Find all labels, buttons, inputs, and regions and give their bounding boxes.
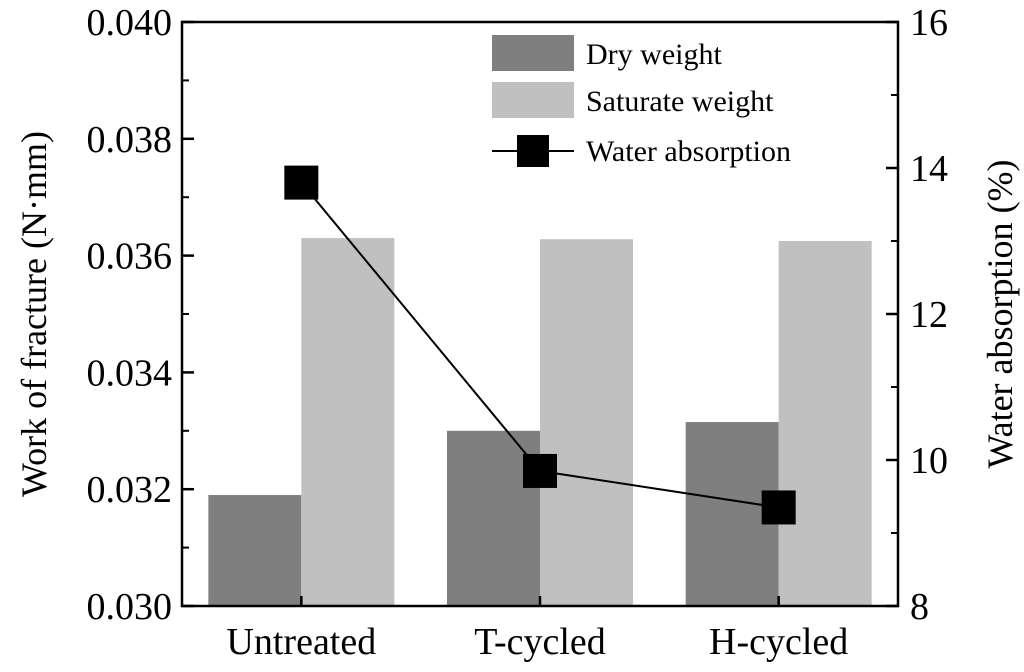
bar-saturate-weight-t-cycled <box>540 239 633 607</box>
left-axis-label: Work of fracture (N·mm) <box>14 131 54 497</box>
bottom-axis-ticks: Untreated T-cycled H-cycled <box>226 596 848 663</box>
legend-marker-water-absorption <box>517 135 549 167</box>
right-axis-ticks: 8 10 12 14 16 <box>886 2 948 628</box>
water-absorption-line-layer <box>284 165 796 525</box>
right-axis-label: Water absorption (%) <box>980 160 1020 469</box>
legend-label-water-absorption: Water absorption <box>586 135 791 168</box>
category-label-untreated: Untreated <box>226 621 376 663</box>
left-tick-label: 0.032 <box>87 469 173 511</box>
water-absorption-point-untreated <box>284 165 319 200</box>
water-absorption-point-t-cycled <box>523 453 557 488</box>
right-tick-label: 10 <box>910 440 948 482</box>
legend-label-saturate-weight: Saturate weight <box>586 85 774 118</box>
right-tick-label: 16 <box>910 2 948 44</box>
right-tick-label: 8 <box>910 586 929 628</box>
water-absorption-segment <box>300 181 541 472</box>
left-tick-label: 0.030 <box>87 586 173 628</box>
legend-label-dry-weight: Dry weight <box>586 38 722 71</box>
left-tick-label: 0.034 <box>87 352 173 394</box>
legend-swatch-saturate-weight <box>492 82 574 118</box>
bar-dry-weight-untreated <box>208 495 302 606</box>
water-absorption-point-h-cycled <box>761 490 796 525</box>
left-tick-label: 0.040 <box>87 2 173 44</box>
right-tick-label: 12 <box>910 294 948 336</box>
bar-saturate-weight-untreated <box>301 238 395 606</box>
category-label-t-cycled: T-cycled <box>474 621 606 663</box>
bars-layer <box>208 238 872 607</box>
bar-saturate-weight-h-cycled <box>778 241 872 606</box>
category-label-h-cycled: H-cycled <box>709 621 848 663</box>
water-absorption-segment <box>539 469 779 509</box>
right-tick-label: 14 <box>910 148 948 190</box>
legend: Dry weight Saturate weight Water absorpt… <box>492 35 791 168</box>
legend-swatch-dry-weight <box>492 35 574 71</box>
left-tick-label: 0.038 <box>87 119 173 161</box>
left-axis-ticks: 0.030 0.032 0.034 0.036 0.038 0.040 <box>87 2 194 628</box>
left-tick-label: 0.036 <box>87 236 173 278</box>
